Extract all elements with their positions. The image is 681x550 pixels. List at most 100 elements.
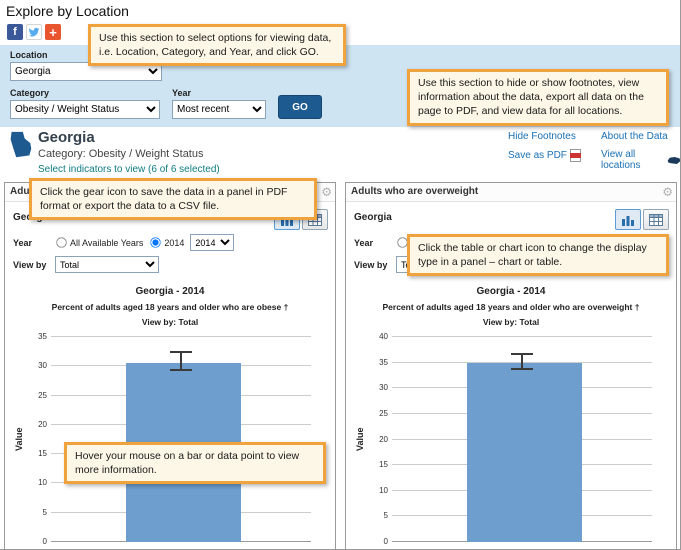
callout-hover-bar: Hover your mouse on a bar or data point … <box>64 442 326 485</box>
all-years-radio-option[interactable]: All Available Years <box>55 236 143 249</box>
callout-gear-icon: Click the gear icon to save the data in … <box>29 178 317 221</box>
y-tick-label: 10 <box>379 485 388 495</box>
panel-title: Adults who are overweight <box>346 183 676 202</box>
chart-titles: Georgia - 2014 Percent of adults aged 18… <box>13 286 327 327</box>
error-bar-bottom-cap <box>170 368 192 371</box>
chart-title: Georgia - 2014 <box>476 286 546 297</box>
location-summary: Georgia Category: Obesity / Weight Statu… <box>0 127 680 182</box>
error-bar-line <box>521 355 523 370</box>
y-tick-label: 15 <box>38 449 47 459</box>
error-bar-top-cap <box>170 351 192 354</box>
y-tick-label: 30 <box>379 383 388 393</box>
category-label: Category <box>10 88 50 98</box>
about-the-data-label: About the Data <box>601 131 668 142</box>
hide-footnotes-link[interactable]: Hide Footnotes <box>508 131 576 142</box>
y-tick-label: 25 <box>379 408 388 418</box>
panel-body: Georgia Year All Available Years 2014 20… <box>5 202 335 546</box>
facebook-icon[interactable]: f <box>7 24 23 40</box>
y-axis-label: Value <box>14 427 24 452</box>
viewby-controls-row: View by Total <box>13 256 327 273</box>
chart-subtitle: Percent of adults aged 18 years and olde… <box>382 302 640 312</box>
chart-area: Value 0 5 10 15 20 25 30 35 40 <box>354 332 668 546</box>
location-label: Location <box>10 50 48 60</box>
us-map-icon <box>667 156 680 164</box>
callout-form-section: Use this section to select options for v… <box>88 24 346 67</box>
page-title: Explore by Location <box>6 3 129 19</box>
year-controls-row: Year All Available Years 2014 2014 <box>13 234 327 251</box>
single-year-radio-label: 2014 <box>164 237 185 248</box>
pdf-icon <box>569 149 581 162</box>
error-bar-line <box>180 353 182 371</box>
save-as-pdf-link[interactable]: Save as PDF <box>508 149 581 162</box>
panel-viewby-select[interactable]: Total <box>55 256 159 273</box>
y-tick-label: 10 <box>38 478 47 488</box>
chart-subtitle: Percent of adults aged 18 years and olde… <box>51 302 289 312</box>
social-bar: f + <box>7 24 61 40</box>
all-years-radio[interactable] <box>397 237 408 248</box>
go-button[interactable]: GO <box>278 95 322 119</box>
y-axis-label: Value <box>355 427 365 452</box>
chart-viewby: View by: Total <box>482 317 540 327</box>
y-tick-label: 35 <box>38 332 47 341</box>
bar-chart-plot: 0 5 10 15 20 25 30 35 <box>38 332 311 546</box>
y-tick-label: 0 <box>42 537 47 546</box>
all-years-radio[interactable] <box>56 237 67 248</box>
panel-viewby-label: View by <box>13 259 47 270</box>
save-as-pdf-label: Save as PDF <box>508 150 567 161</box>
chart-viewby: View by: Total <box>141 317 199 327</box>
share-icon[interactable]: + <box>45 24 61 40</box>
view-all-locations-link[interactable]: View all locations <box>601 149 680 171</box>
twitter-icon[interactable] <box>26 24 42 40</box>
panel-viewby-label: View by <box>354 259 388 270</box>
chart-view-button[interactable] <box>615 209 641 230</box>
y-tick-label: 15 <box>379 460 388 470</box>
data-bar[interactable] <box>467 362 582 542</box>
callout-display-toggle: Click the table or chart icon to change … <box>407 234 669 277</box>
y-tick-label: 40 <box>379 332 388 341</box>
georgia-state-icon <box>10 131 32 158</box>
chart-titles: Georgia - 2014 Percent of adults aged 18… <box>354 286 668 327</box>
y-tick-label: 0 <box>383 537 388 546</box>
gridline <box>392 336 652 337</box>
location-select[interactable]: Georgia <box>10 62 162 81</box>
single-year-radio-option[interactable]: 2014 <box>149 236 184 249</box>
error-bar-bottom-cap <box>511 367 533 370</box>
chart-icon <box>622 215 634 226</box>
gridline <box>51 336 311 337</box>
location-category: Category: Obesity / Weight Status <box>38 148 204 160</box>
y-tick-label: 35 <box>379 357 388 367</box>
callout-toolbar-section: Use this section to hide or show footnot… <box>407 69 669 126</box>
display-toggle-group <box>615 209 669 230</box>
y-tick-label: 5 <box>42 507 47 517</box>
y-tick-label: 20 <box>379 434 388 444</box>
y-tick-label: 30 <box>38 361 47 371</box>
year-label: Year <box>172 88 192 98</box>
single-year-radio[interactable] <box>150 237 162 248</box>
year-select[interactable]: Most recent <box>172 100 266 119</box>
panel-year-label: Year <box>13 237 33 248</box>
panel-obese: Adults who are obese ⚙ <box>4 182 336 549</box>
panel-year-select[interactable]: 2014 <box>190 234 235 251</box>
twitter-bird-icon <box>28 27 40 37</box>
table-icon <box>649 213 663 226</box>
category-select[interactable]: Obesity / Weight Status <box>10 100 160 119</box>
y-tick-label: 25 <box>38 390 47 400</box>
location-name: Georgia <box>38 129 95 146</box>
table-view-button[interactable] <box>643 209 669 230</box>
select-indicators-link[interactable]: Select indicators to view (6 of 6 select… <box>38 164 220 175</box>
gear-icon[interactable]: ⚙ <box>321 185 332 199</box>
panel-year-label: Year <box>354 237 374 248</box>
view-all-locations-label: View all locations <box>601 149 641 171</box>
gear-icon[interactable]: ⚙ <box>662 185 673 199</box>
about-the-data-link[interactable]: About the Data <box>601 131 668 142</box>
chart-area: Value 0 5 10 15 20 25 30 35 <box>13 332 327 546</box>
hide-footnotes-label: Hide Footnotes <box>508 131 576 142</box>
chart-title: Georgia - 2014 <box>135 286 205 297</box>
panel-location-label: Georgia <box>354 212 392 223</box>
chart-icon <box>281 215 293 226</box>
all-years-radio-label: All Available Years <box>70 237 144 248</box>
y-tick-label: 20 <box>38 419 47 429</box>
bar-chart-plot: 0 5 10 15 20 25 30 35 40 <box>379 332 652 546</box>
y-tick-label: 5 <box>383 511 388 521</box>
